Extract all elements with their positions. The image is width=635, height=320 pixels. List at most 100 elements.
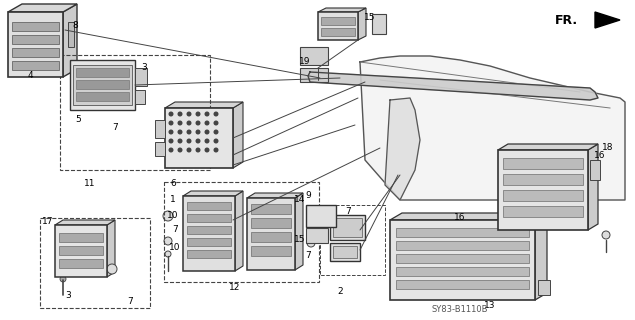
Bar xyxy=(306,205,336,227)
Bar xyxy=(330,215,365,240)
Text: 18: 18 xyxy=(602,143,614,153)
Circle shape xyxy=(214,130,218,134)
Circle shape xyxy=(307,239,315,247)
Bar xyxy=(251,232,291,242)
Circle shape xyxy=(196,148,200,152)
Polygon shape xyxy=(183,191,243,196)
Polygon shape xyxy=(308,72,598,100)
Bar xyxy=(76,68,129,77)
Text: 17: 17 xyxy=(43,218,54,227)
Bar xyxy=(503,206,583,217)
Circle shape xyxy=(196,112,200,116)
Bar xyxy=(372,14,386,34)
Circle shape xyxy=(178,112,182,116)
Text: 19: 19 xyxy=(299,58,311,67)
Bar xyxy=(503,174,583,185)
Bar xyxy=(320,205,385,275)
Bar xyxy=(503,190,583,201)
Bar xyxy=(333,218,362,237)
Bar xyxy=(183,196,235,271)
Bar xyxy=(396,267,529,276)
Bar xyxy=(396,280,529,289)
Bar xyxy=(59,246,103,255)
Bar xyxy=(12,61,59,70)
Bar xyxy=(251,246,291,256)
Bar xyxy=(538,280,550,295)
Circle shape xyxy=(196,121,200,125)
Bar xyxy=(251,218,291,228)
Bar xyxy=(390,220,535,300)
Text: 7: 7 xyxy=(305,251,311,260)
Bar xyxy=(55,225,107,277)
Polygon shape xyxy=(235,191,243,271)
Polygon shape xyxy=(107,220,115,277)
Bar xyxy=(321,17,355,25)
Text: 1: 1 xyxy=(170,196,176,204)
Text: 16: 16 xyxy=(454,213,465,222)
Circle shape xyxy=(169,139,173,143)
Bar xyxy=(155,120,165,138)
Circle shape xyxy=(214,121,218,125)
Bar xyxy=(135,90,145,104)
Text: 3: 3 xyxy=(141,63,147,73)
Text: 7: 7 xyxy=(127,298,133,307)
Text: 11: 11 xyxy=(84,179,96,188)
Bar xyxy=(300,68,328,82)
Polygon shape xyxy=(233,102,243,168)
Text: 10: 10 xyxy=(167,211,178,220)
Circle shape xyxy=(169,148,173,152)
Circle shape xyxy=(205,130,209,134)
Bar xyxy=(76,80,129,89)
Circle shape xyxy=(196,130,200,134)
Text: SY83-B1110B: SY83-B1110B xyxy=(432,306,488,315)
Bar xyxy=(73,65,132,105)
Text: 7: 7 xyxy=(172,226,178,235)
Polygon shape xyxy=(295,193,303,270)
Bar xyxy=(164,182,319,282)
Bar xyxy=(321,28,355,36)
Bar xyxy=(396,228,529,237)
Polygon shape xyxy=(588,144,598,230)
Text: 13: 13 xyxy=(485,300,496,309)
Bar xyxy=(187,250,231,258)
Text: 4: 4 xyxy=(27,70,33,79)
Circle shape xyxy=(169,121,173,125)
Circle shape xyxy=(187,121,190,125)
Circle shape xyxy=(169,130,173,134)
Text: 9: 9 xyxy=(305,190,311,199)
Bar xyxy=(187,226,231,234)
Circle shape xyxy=(196,139,200,143)
Circle shape xyxy=(163,211,173,221)
Circle shape xyxy=(178,121,182,125)
Bar xyxy=(330,243,360,261)
Bar xyxy=(12,35,59,44)
Polygon shape xyxy=(595,12,620,28)
Circle shape xyxy=(178,130,182,134)
Polygon shape xyxy=(247,193,303,198)
Text: 10: 10 xyxy=(170,244,181,252)
Bar xyxy=(155,142,165,156)
Bar xyxy=(187,238,231,246)
Bar xyxy=(12,48,59,57)
Text: 5: 5 xyxy=(75,116,81,124)
Bar xyxy=(40,218,150,308)
Bar xyxy=(333,246,357,258)
Polygon shape xyxy=(318,8,366,12)
Bar xyxy=(59,233,103,242)
Circle shape xyxy=(169,112,173,116)
Bar xyxy=(306,228,328,243)
Polygon shape xyxy=(385,98,420,200)
Polygon shape xyxy=(8,4,77,12)
Circle shape xyxy=(164,237,172,245)
Bar xyxy=(59,259,103,268)
Circle shape xyxy=(307,214,315,222)
Circle shape xyxy=(187,130,190,134)
Text: 15: 15 xyxy=(294,236,305,244)
Text: FR.: FR. xyxy=(555,13,578,27)
Text: 12: 12 xyxy=(229,284,241,292)
Circle shape xyxy=(602,231,610,239)
Bar xyxy=(70,60,135,110)
Text: 7: 7 xyxy=(112,124,118,132)
Circle shape xyxy=(187,112,190,116)
Polygon shape xyxy=(498,144,598,150)
